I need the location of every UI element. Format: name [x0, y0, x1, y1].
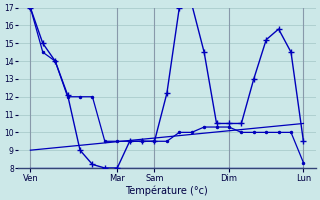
X-axis label: Température (°c): Température (°c): [125, 185, 208, 196]
